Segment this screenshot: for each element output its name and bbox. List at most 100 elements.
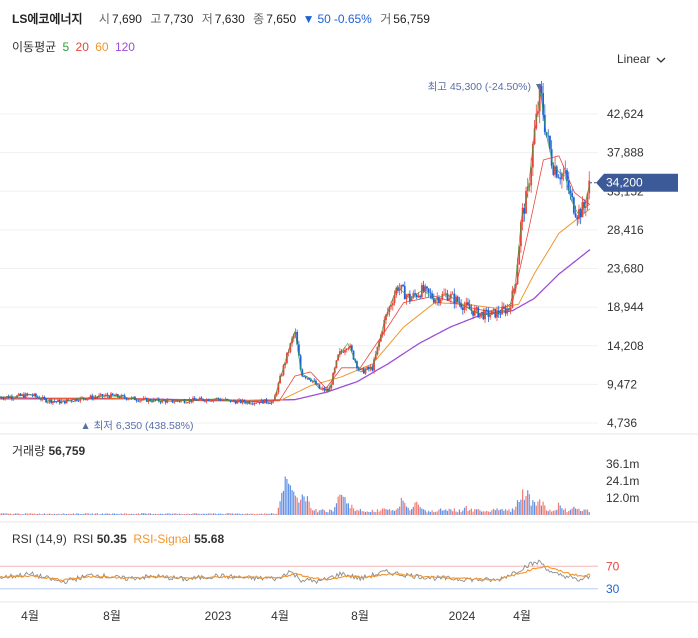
ma-120: 120 [114,40,135,54]
volume-bar [354,511,356,515]
candle-body [57,400,59,402]
moving-average-legend[interactable]: 이동평균 5 20 60 120 [12,38,138,55]
volume-bar [192,513,194,515]
candle-body [499,314,502,315]
volume-bar [141,513,143,515]
volume-bar [583,509,585,515]
volume-bar [443,510,445,515]
volume-bar [504,509,507,515]
volume-bar [510,511,512,515]
volume-bar [18,513,20,515]
scale-dropdown[interactable]: Linear [617,52,666,66]
candle-body [436,297,439,300]
volume-bar [337,496,339,515]
volume-bar [59,514,61,515]
candle-body [330,384,333,388]
volume-bar [556,509,558,515]
candle-body [250,403,252,405]
candle-body [183,399,186,403]
volume-bar [470,508,472,515]
candle-body [65,399,68,404]
open-label: 시 [98,12,110,26]
volume-bar [277,507,279,515]
volume-bar [235,513,237,515]
candle-body [376,346,379,355]
volume-tick-label: 24.1m [606,474,639,488]
volume-bar [284,476,286,515]
candle-body [214,399,217,400]
candle-body [441,294,444,300]
candle-body [475,307,478,309]
volume-bar [291,490,293,515]
candle-body [81,397,83,399]
volume-bar [552,510,554,515]
candle-body [315,380,317,385]
volume-bar [226,513,228,515]
candle-body [520,222,522,247]
volume-bar [344,497,346,515]
candle-body [168,399,170,401]
volume-bar [323,510,326,515]
volume-tick-label: 36.1m [606,457,639,471]
volume-bar [436,511,438,515]
candle-body [241,400,244,403]
candle-body [542,93,545,115]
candle-body [115,394,118,397]
rsi-tick-30: 30 [606,582,620,596]
candle-body [275,392,278,396]
volume-bar [190,514,192,515]
candle-body [420,285,423,298]
volume-bar [276,513,278,515]
candle-body [549,135,551,150]
candle-body [207,399,210,402]
volume-bar [390,510,392,515]
high-label: 고 [150,12,162,26]
candle-body [502,306,505,308]
candle-body [453,293,456,304]
volume-bar [71,514,73,515]
candle-body [361,368,363,370]
volume-bar [533,502,536,515]
candle-body [383,319,386,333]
stock-name[interactable]: LS에코에너지 [12,12,83,26]
candle-body [537,111,539,114]
candle-body [397,288,399,291]
volume-bar [6,513,8,515]
rsi-label: RSI [73,532,94,546]
candle-body [79,397,82,401]
candle-body [366,366,369,370]
volume-bar [64,513,66,515]
volume-bar [329,509,331,515]
volume-bar [122,513,124,515]
candle-body [446,293,449,301]
candle-body [62,400,65,402]
volume-bar [228,513,230,515]
volume-bar [339,494,341,515]
candle-body [104,394,107,396]
volume-bar [419,507,421,515]
volume-bar [479,510,481,515]
candle-body [74,398,77,402]
volume-bar [199,513,201,515]
volume-bar [457,512,459,515]
price-tick-label: 4,736 [607,416,637,430]
candle-body [101,394,104,397]
volume-bar [544,505,546,515]
volume-bar [11,514,13,515]
low-annotation: ▲ 최저 6,350 (438.58%) [80,420,193,432]
volume-bar [47,513,49,515]
volume-bar [547,511,549,515]
volume-bar [178,513,180,515]
rsi-signal-line [0,565,591,582]
volume-bar [57,513,59,515]
volume-bar [194,513,196,515]
volume-bar [294,495,297,515]
volume-bar [393,510,396,515]
volume-bar [7,513,10,515]
volume-bar [429,512,431,515]
volume-bar [106,513,109,515]
volume-bar [209,513,211,515]
volume-bar [281,492,283,515]
candle-body [578,209,580,220]
